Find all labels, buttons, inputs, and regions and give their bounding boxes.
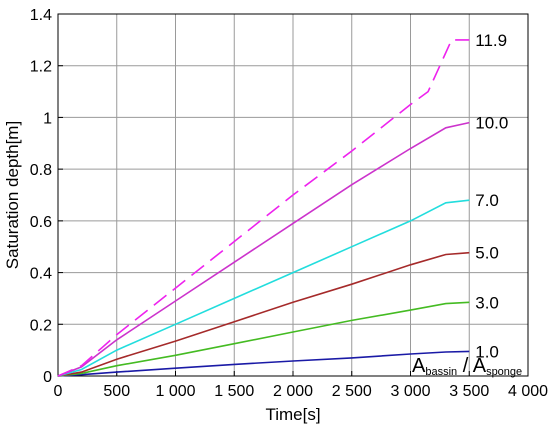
x-tick-label: 2 000 xyxy=(273,383,313,400)
y-tick-label: 1 xyxy=(43,110,52,127)
x-tick-label: 0 xyxy=(54,383,63,400)
y-axis-title: Saturation depth[m] xyxy=(3,121,22,269)
series-end-labels: 1.0 3.0 5.0 7.0 10.0 11.9 xyxy=(475,31,508,362)
series-line-10.0 xyxy=(57,121,470,377)
y-tick-label: 0.6 xyxy=(30,214,52,231)
x-tick-label: 500 xyxy=(103,383,130,400)
series-line-7.0 xyxy=(57,199,470,377)
y-axis-ticks: 0 0.2 0.4 0.6 0.8 1 1.2 1.4 xyxy=(30,7,63,386)
y-tick-label: 0.4 xyxy=(30,266,52,283)
x-tick-label: 3 500 xyxy=(449,383,489,400)
series-end-label: 3.0 xyxy=(475,293,499,312)
grid xyxy=(58,14,528,376)
y-tick-label: 0.8 xyxy=(30,162,52,179)
ratio-a1: A xyxy=(412,355,426,377)
series-end-label: 1.0 xyxy=(475,342,499,361)
area-ratio-label: Abassin / Asponge xyxy=(412,355,522,378)
x-axis-title: Time[s] xyxy=(265,405,320,424)
ratio-slash: / xyxy=(457,355,473,377)
series-end-label: 10.0 xyxy=(475,114,508,133)
x-tick-label: 3 000 xyxy=(390,383,430,400)
series-end-label: 5.0 xyxy=(475,244,499,263)
y-tick-label: 1.2 xyxy=(30,59,52,76)
y-tick-label: 0 xyxy=(43,369,52,386)
series-line-1.0 xyxy=(57,350,470,377)
x-tick-label: 4 000 xyxy=(508,383,548,400)
x-axis-ticks: 0 500 1 000 1 500 2 000 2 500 3 000 3 500 4 000 xyxy=(54,371,548,400)
x-tick-label: 1 000 xyxy=(155,383,195,400)
y-tick-label: 1.4 xyxy=(30,7,52,24)
x-tick-label: 2 500 xyxy=(332,383,372,400)
series-line-3.0 xyxy=(57,301,470,377)
series-end-label: 11.9 xyxy=(475,31,507,50)
x-tick-label: 1 500 xyxy=(214,383,254,400)
series-end-label: 7.0 xyxy=(475,191,499,210)
ratio-sub1: bassin xyxy=(425,366,457,378)
series-line-11.9 xyxy=(57,39,470,377)
series-line-5.0 xyxy=(57,251,470,377)
y-tick-label: 0.2 xyxy=(30,317,52,334)
ratio-sub2: sponge xyxy=(486,366,522,378)
series-lines xyxy=(57,39,470,377)
ratio-a2: A xyxy=(473,355,487,377)
